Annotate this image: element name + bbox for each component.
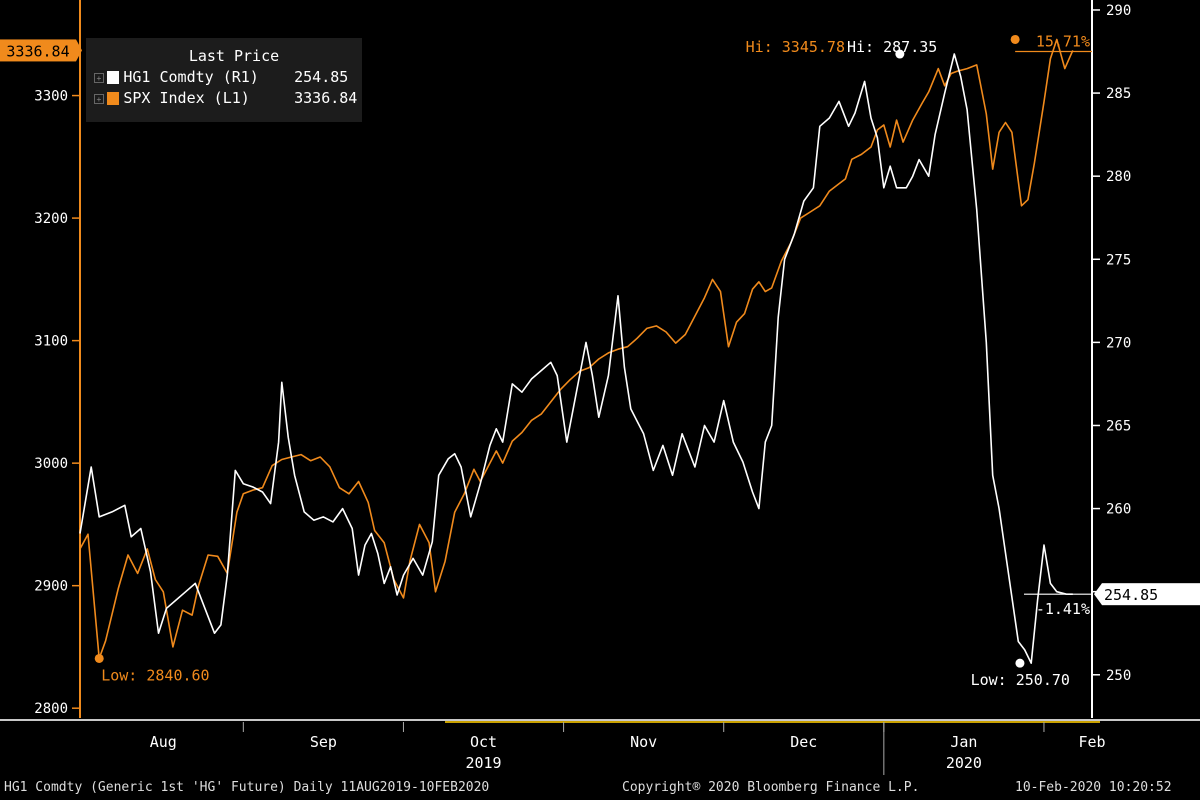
- left-current-value-pointer: [76, 39, 82, 62]
- right-axis-tick-label: 285: [1106, 86, 1131, 102]
- legend-swatch-spx: [106, 92, 120, 105]
- left-axis-tick-label: 3100: [34, 334, 68, 350]
- hg-hi-marker: [895, 49, 905, 59]
- hg-low-label: Low: 250.70: [971, 671, 1070, 689]
- x-axis-month-label: Dec: [790, 733, 817, 751]
- footer-timestamp: 10-Feb-2020 10:20:52: [1015, 780, 1172, 795]
- hg-hi-label: Hi: 287.35: [847, 38, 937, 56]
- legend-title: Last Price: [188, 47, 280, 65]
- spx-low-label: Low: 2840.60: [101, 666, 209, 684]
- hg-change-label: -1.41%: [1036, 600, 1090, 618]
- legend-name-hg1: HG1 Comdty (R1): [123, 68, 259, 86]
- series-line-spx: [79, 38, 1074, 660]
- spx-hi-marker: [1010, 34, 1020, 44]
- right-current-value-label: 254.85: [1104, 586, 1158, 604]
- x-axis-month-label: Sep: [310, 733, 337, 751]
- x-axis-month-label: Nov: [630, 733, 657, 751]
- x-axis-month-label: Feb: [1078, 733, 1105, 751]
- legend-value-hg1: 254.85: [294, 68, 349, 86]
- x-axis-year-label: 2019: [465, 754, 501, 772]
- series-line-hg1: [79, 53, 1073, 664]
- left-current-value-label: 3336.84: [6, 42, 69, 60]
- x-axis-month-label: Oct: [470, 733, 497, 751]
- spx-low-marker: [94, 653, 104, 663]
- footer: HG1 Comdty (Generic 1st 'HG' Future) Dai…: [0, 778, 1200, 800]
- left-axis-tick-label: 3000: [34, 456, 68, 472]
- left-axis-tick-label: 2900: [34, 579, 68, 595]
- left-axis-tick-label: 2800: [34, 701, 68, 717]
- right-axis-tick-label: 275: [1106, 252, 1131, 268]
- legend-swatch-hg1: [106, 71, 120, 84]
- footer-security-info: HG1 Comdty (Generic 1st 'HG' Future) Dai…: [4, 780, 490, 795]
- expand-icon[interactable]: +: [94, 72, 104, 83]
- right-axis-tick-label: 280: [1106, 169, 1131, 185]
- x-axis-month-label: Jan: [950, 733, 977, 751]
- spx-change-label: 15.71%: [1036, 32, 1090, 50]
- x-axis-year-label: 2020: [946, 754, 982, 772]
- right-axis-tick-label: 250: [1106, 668, 1131, 684]
- left-current-value-flag: [0, 39, 76, 62]
- legend: Last Price + HG1 Comdty (R1) 254.85 + SP…: [86, 38, 362, 122]
- x-axis-month-label: Aug: [150, 733, 177, 751]
- footer-copyright: Copyright® 2020 Bloomberg Finance L.P.: [622, 780, 920, 795]
- expand-icon[interactable]: +: [94, 93, 104, 104]
- legend-row-spx: + SPX Index (L1) 3336.84: [86, 88, 362, 109]
- hg-low-marker: [1015, 658, 1025, 668]
- legend-name-spx: SPX Index (L1): [123, 89, 250, 107]
- right-axis-tick-label: 260: [1106, 502, 1131, 518]
- right-axis-tick-label: 270: [1106, 335, 1131, 351]
- right-axis-tick-label: 290: [1106, 3, 1131, 19]
- left-axis-tick-label: 3300: [34, 89, 68, 105]
- legend-row-hg1: + HG1 Comdty (R1) 254.85: [86, 67, 362, 88]
- right-current-value-pointer: [1094, 583, 1102, 606]
- right-axis-tick-label: 265: [1106, 418, 1131, 434]
- spx-hi-label: Hi: 3345.78: [746, 38, 845, 56]
- right-current-value-flag: [1102, 583, 1200, 606]
- legend-value-spx: 3336.84: [294, 89, 358, 107]
- left-axis-tick-label: 3200: [34, 211, 68, 227]
